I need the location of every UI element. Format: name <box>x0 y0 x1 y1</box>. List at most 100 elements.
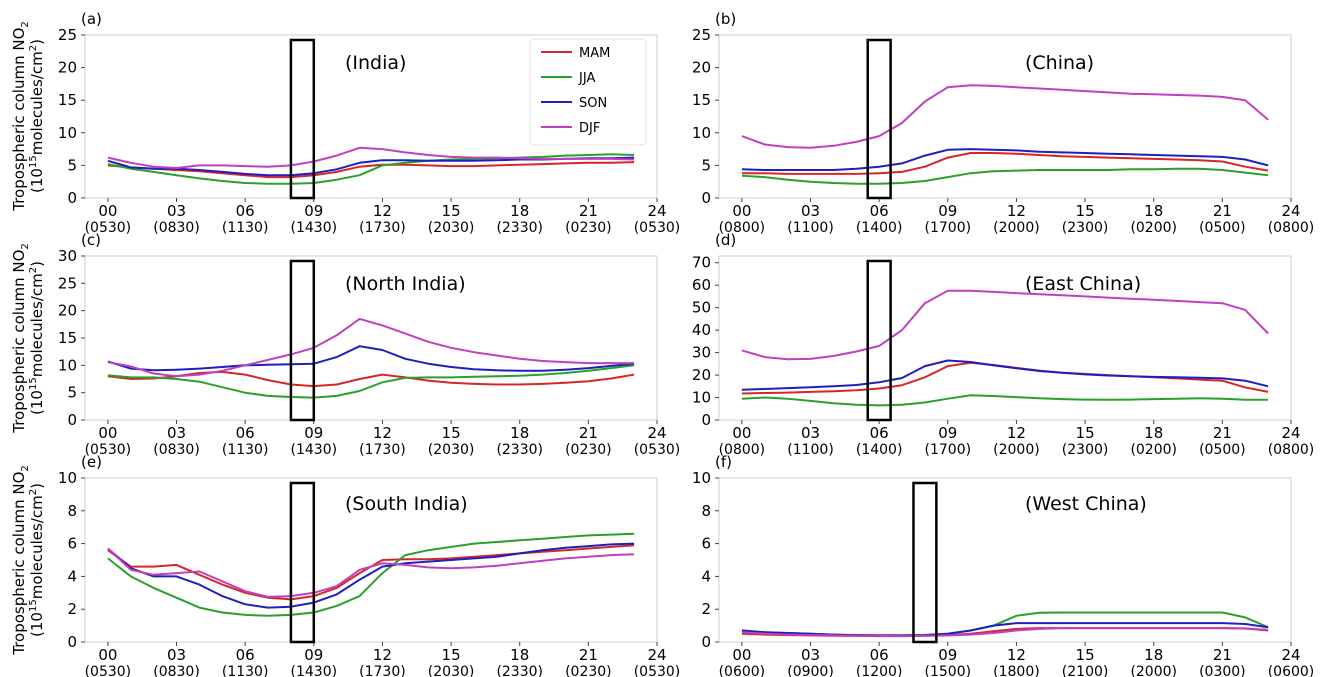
panel-label: (b) <box>715 10 736 28</box>
x-tick-label: 03 <box>801 646 820 664</box>
y-tick-label: 10 <box>58 469 77 487</box>
panel-label: (e) <box>81 453 102 471</box>
x-tick-local-label: (1730) <box>359 664 406 677</box>
x-tick-local-label: (2300) <box>1062 220 1109 236</box>
x-tick-local-label: (1130) <box>222 664 269 677</box>
x-tick-local-label: (1700) <box>925 442 972 458</box>
svg-text:Tropospheric column NO2: Tropospheric column NO2 <box>10 465 31 655</box>
y-tick-label: 30 <box>692 344 711 362</box>
legend-entry: JJA <box>578 71 595 86</box>
series-line-djf <box>741 289 1269 361</box>
x-tick-label: 18 <box>510 646 529 664</box>
x-tick-local-label: (0600) <box>1268 664 1315 677</box>
chart-panel: 05101520253000(0530)03(0830)06(1130)09(1… <box>58 231 680 458</box>
panel-label: (a) <box>81 10 102 28</box>
x-tick-label: 15 <box>442 646 461 664</box>
y-tick-label: 2 <box>701 600 711 618</box>
y-tick-label: 0 <box>67 633 77 651</box>
series-line-jja <box>107 532 635 617</box>
x-tick-local-label: (0500) <box>1199 442 1246 458</box>
y-tick-label: 30 <box>58 247 77 265</box>
x-tick-label: 24 <box>1281 424 1300 442</box>
x-tick-local-label: (1800) <box>993 664 1040 677</box>
legend-box <box>529 38 647 146</box>
x-tick-local-label: (0500) <box>1199 220 1246 236</box>
series-line-son <box>107 542 635 609</box>
x-tick-local-label: (0800) <box>1268 220 1315 236</box>
x-tick-label: 21 <box>1213 202 1232 220</box>
x-tick-label: 21 <box>1213 646 1232 664</box>
y-tick-label: 25 <box>692 26 711 44</box>
x-tick-label: 15 <box>1076 646 1095 664</box>
x-tick-local-label: (0230) <box>565 220 612 236</box>
region-title: (India) <box>345 52 406 74</box>
chart-panel: 051015202500(0800)03(1100)06(1400)09(170… <box>692 10 1314 236</box>
x-tick-local-label: (2000) <box>993 442 1040 458</box>
plot-frame <box>84 477 658 643</box>
y-tick-label: 8 <box>701 502 711 520</box>
x-tick-local-label: (0830) <box>153 220 200 236</box>
x-tick-label: 12 <box>373 424 392 442</box>
series-line-mam <box>741 152 1269 175</box>
svg-text:Tropospheric column NO2: Tropospheric column NO2 <box>10 243 31 433</box>
y-tick-label: 40 <box>692 321 711 339</box>
y-axis-label: Tropospheric column NO2(1015molecules/cm… <box>10 21 46 211</box>
x-tick-local-label: (2000) <box>1130 664 1177 677</box>
x-tick-label: 03 <box>167 202 186 220</box>
x-tick-local-label: (0900) <box>787 664 834 677</box>
x-tick-local-label: (0200) <box>1130 442 1177 458</box>
x-tick-label: 09 <box>938 424 957 442</box>
series-line-mam <box>107 161 635 179</box>
overpass-highlight-box <box>866 259 892 422</box>
chart-panel: 024681000(0600)03(0900)06(1200)09(1500)1… <box>692 453 1314 677</box>
x-tick-label: 18 <box>510 202 529 220</box>
y-tick-label: 5 <box>67 156 77 174</box>
x-tick-label: 12 <box>1007 646 1026 664</box>
y-tick-label: 10 <box>692 124 711 142</box>
x-tick-local-label: (1430) <box>291 220 338 236</box>
x-tick-local-label: (1100) <box>787 220 834 236</box>
x-tick-label: 21 <box>579 424 598 442</box>
x-tick-label: 12 <box>373 202 392 220</box>
x-tick-label: 24 <box>647 646 666 664</box>
x-tick-label: 12 <box>1007 202 1026 220</box>
x-tick-local-label: (1500) <box>925 664 972 677</box>
overpass-highlight-box <box>289 259 316 422</box>
plot-frame <box>84 34 658 199</box>
x-tick-local-label: (0830) <box>153 664 200 677</box>
svg-text:(1015molecules/cm2): (1015molecules/cm2) <box>28 261 46 415</box>
svg-text:Tropospheric column NO2: Tropospheric column NO2 <box>10 21 31 211</box>
x-tick-local-label: (0230) <box>565 664 612 677</box>
x-tick-local-label: (2030) <box>428 442 475 458</box>
y-tick-label: 6 <box>701 535 711 553</box>
x-tick-local-label: (0830) <box>153 442 200 458</box>
y-axis-label: Tropospheric column NO2(1015molecules/cm… <box>10 465 46 655</box>
region-title: (China) <box>1025 52 1094 74</box>
y-tick-label: 2 <box>67 600 77 618</box>
x-tick-local-label: (1700) <box>925 220 972 236</box>
overpass-highlight-box <box>289 38 316 200</box>
x-tick-label: 06 <box>870 646 889 664</box>
x-tick-label: 24 <box>647 424 666 442</box>
x-tick-local-label: (1400) <box>856 442 903 458</box>
x-tick-local-label: (2330) <box>496 664 543 677</box>
x-tick-local-label: (1200) <box>856 664 903 677</box>
x-tick-local-label: (2030) <box>428 664 475 677</box>
x-tick-label: 06 <box>236 202 255 220</box>
region-title: (East China) <box>1025 273 1141 295</box>
overpass-highlight-box <box>866 38 892 200</box>
svg-text:(1015molecules/cm2): (1015molecules/cm2) <box>28 39 46 193</box>
legend-entry: DJF <box>579 121 600 136</box>
x-tick-label: 03 <box>801 424 820 442</box>
x-tick-label: 03 <box>167 646 186 664</box>
x-tick-local-label: (1430) <box>291 442 338 458</box>
x-tick-local-label: (0200) <box>1130 220 1177 236</box>
x-tick-local-label: (0530) <box>85 220 132 236</box>
y-tick-label: 8 <box>67 502 77 520</box>
x-tick-label: 06 <box>870 202 889 220</box>
panel-label: (f) <box>715 453 732 471</box>
series-line-jja <box>741 394 1269 407</box>
plot-frame <box>718 477 1292 643</box>
x-tick-label: 00 <box>732 646 751 664</box>
x-tick-local-label: (0600) <box>719 664 766 677</box>
